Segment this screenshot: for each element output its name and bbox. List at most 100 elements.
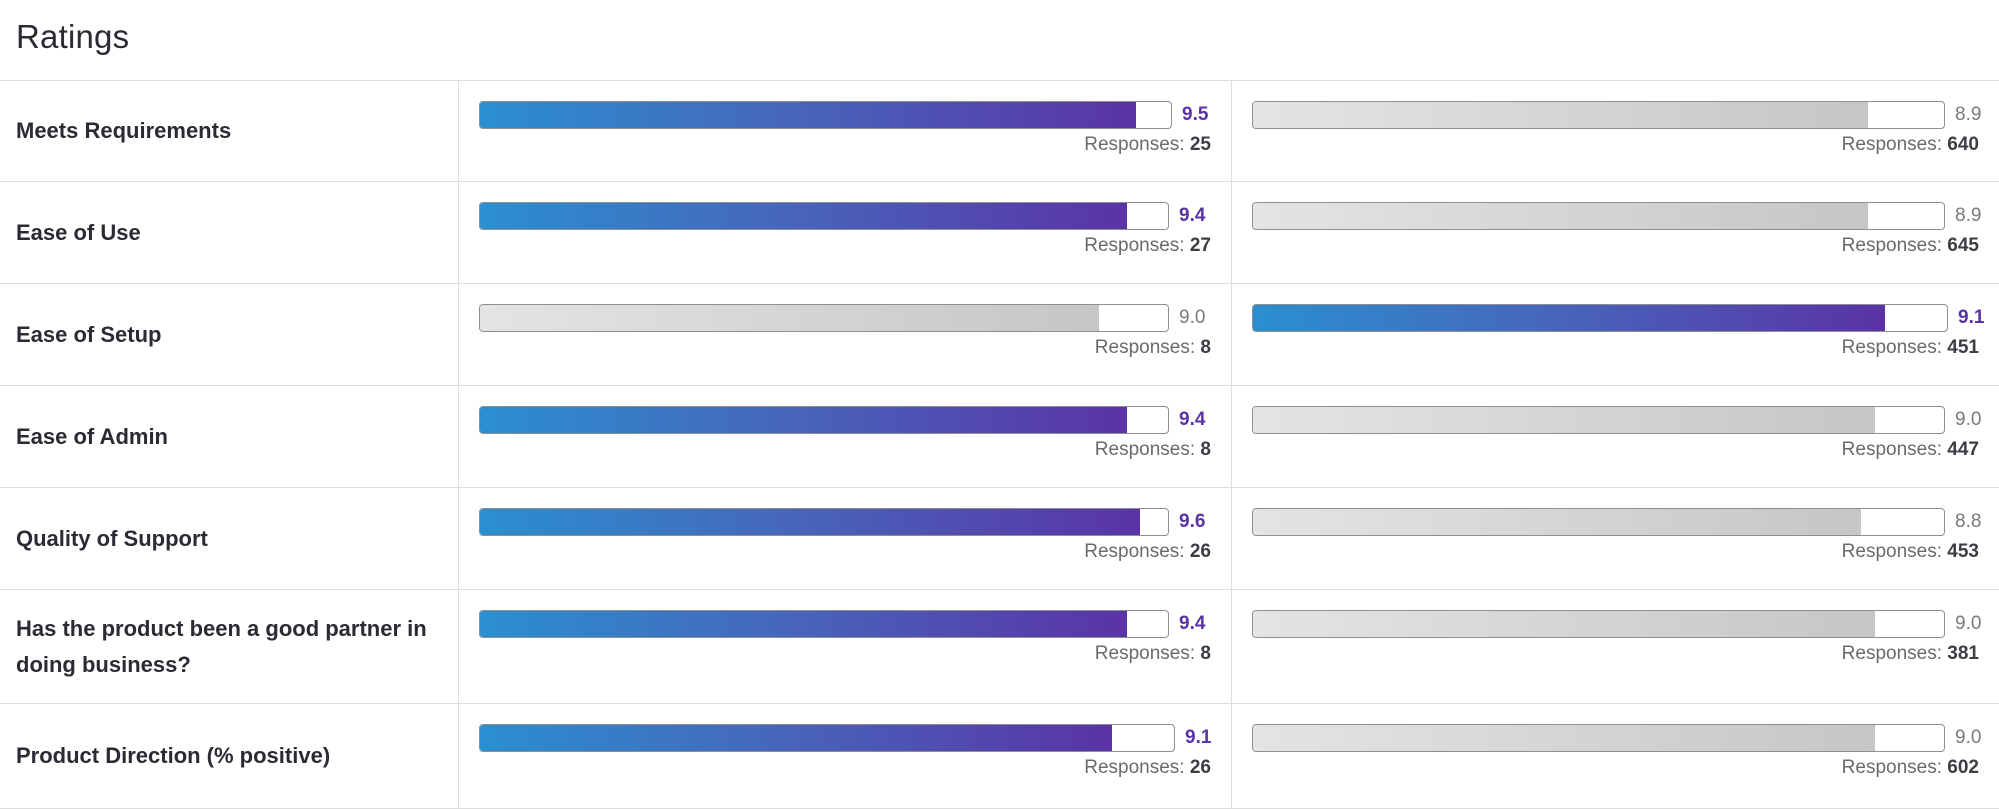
responses-number: 8 (1200, 439, 1211, 460)
responses-count: Responses: 645 (1842, 235, 1979, 257)
rating-bar-fill (480, 611, 1127, 637)
responses-count: Responses: 8 (1095, 643, 1211, 665)
rating-score: 9.0 (1955, 409, 1982, 430)
responses-count: Responses: 451 (1842, 337, 1979, 359)
ratings-row: Meets Requirements 9.5 Responses: 25 8.9 Res… (0, 81, 1999, 182)
rating-score: 9.0 (1179, 307, 1206, 328)
rating-bar-track (1252, 304, 1948, 332)
ratings-row: Ease of Use 9.4 Responses: 27 8.9 Responses:… (0, 182, 1999, 284)
rating-score: 9.0 (1955, 727, 1982, 748)
rating-category-label: Has the product been a good partner in d… (0, 590, 459, 703)
left-rating-cell: 9.4 Responses: 27 (459, 182, 1232, 283)
rating-bar-fill (1253, 725, 1875, 751)
left-rating-cell: 9.6 Responses: 26 (459, 488, 1232, 589)
responses-label: Responses: (1094, 643, 1201, 664)
left-rating-cell: 9.1 Responses: 26 (459, 704, 1232, 808)
left-rating-cell: 9.4 Responses: 8 (459, 590, 1232, 703)
responses-number: 26 (1189, 757, 1211, 778)
rating-bar-fill (480, 509, 1141, 535)
responses-number: 645 (1947, 235, 1979, 256)
rating-bar-fill (1253, 305, 1885, 331)
rating-score: 8.9 (1955, 104, 1982, 125)
rating-bar-track (479, 304, 1169, 332)
rating-bar-track (1252, 202, 1945, 230)
rating-bar-track (479, 202, 1169, 230)
rating-score: 8.9 (1955, 205, 1982, 226)
responses-label: Responses: (1084, 235, 1190, 256)
rating-category-label: Ease of Use (0, 182, 459, 283)
responses-label: Responses: (1094, 337, 1201, 358)
right-rating-cell: 8.8 Responses: 453 (1232, 488, 1999, 589)
responses-number: 8 (1200, 337, 1211, 358)
responses-number: 8 (1200, 643, 1211, 664)
rating-bar-track (1252, 508, 1945, 536)
responses-count: Responses: 26 (1084, 757, 1211, 779)
rating-bar-fill (1253, 611, 1875, 637)
responses-number: 453 (1947, 541, 1979, 562)
right-rating-cell: 9.0 Responses: 381 (1232, 590, 1999, 703)
right-rating-cell: 8.9 Responses: 645 (1232, 182, 1999, 283)
responses-count: Responses: 447 (1842, 439, 1979, 461)
responses-number: 447 (1947, 439, 1979, 460)
rating-category-label: Ease of Setup (0, 284, 459, 385)
responses-count: Responses: 381 (1842, 643, 1979, 665)
responses-label: Responses: (1841, 235, 1948, 256)
rating-bar-track (1252, 610, 1945, 638)
right-rating-cell: 8.9 Responses: 640 (1232, 81, 1999, 181)
rating-score: 9.5 (1182, 104, 1209, 125)
left-rating-cell: 9.5 Responses: 25 (459, 81, 1232, 181)
responses-number: 26 (1189, 541, 1211, 562)
rating-bar-track (479, 610, 1169, 638)
responses-count: Responses: 602 (1842, 757, 1979, 779)
rating-category-label: Product Direction (% positive) (0, 704, 459, 808)
rating-score: 9.0 (1955, 613, 1982, 634)
rating-bar-fill (480, 407, 1127, 433)
rating-category-label: Quality of Support (0, 488, 459, 589)
responses-count: Responses: 8 (1095, 337, 1211, 359)
responses-label: Responses: (1084, 541, 1190, 562)
rating-bar-fill (1253, 102, 1868, 128)
rating-score: 9.6 (1179, 511, 1206, 532)
responses-count: Responses: 26 (1084, 541, 1211, 563)
rating-bar-track (479, 406, 1169, 434)
responses-label: Responses: (1084, 757, 1190, 778)
left-rating-cell: 9.4 Responses: 8 (459, 386, 1232, 487)
responses-label: Responses: (1841, 134, 1948, 155)
right-rating-cell: 9.0 Responses: 447 (1232, 386, 1999, 487)
responses-number: 27 (1189, 235, 1211, 256)
rating-bar-fill (480, 102, 1137, 128)
rating-bar-fill (1253, 509, 1862, 535)
rating-bar-track (1252, 101, 1945, 129)
rating-score: 8.8 (1955, 511, 1982, 532)
rating-score: 9.1 (1185, 727, 1212, 748)
rating-score: 9.4 (1179, 613, 1206, 634)
rating-bar-fill (480, 725, 1112, 751)
rating-bar-track (479, 724, 1175, 752)
rating-score: 9.4 (1179, 205, 1206, 226)
rating-bar-fill (480, 203, 1127, 229)
ratings-title: Ratings (16, 18, 130, 55)
rating-bar-fill (1253, 407, 1875, 433)
responses-label: Responses: (1841, 337, 1948, 358)
responses-label: Responses: (1841, 439, 1948, 460)
ratings-row: Has the product been a good partner in d… (0, 590, 1999, 704)
responses-count: Responses: 27 (1084, 235, 1211, 257)
ratings-row: Ease of Admin 9.4 Responses: 8 9.0 Responses… (0, 386, 1999, 488)
rating-bar-fill (1253, 203, 1868, 229)
ratings-row: Product Direction (% positive) 9.1 Respons… (0, 704, 1999, 809)
ratings-row: Quality of Support 9.6 Responses: 26 8.8 Res… (0, 488, 1999, 590)
rating-category-label: Meets Requirements (0, 81, 459, 181)
responses-label: Responses: (1841, 643, 1948, 664)
responses-number: 602 (1947, 757, 1979, 778)
ratings-table: Meets Requirements 9.5 Responses: 25 8.9 Res… (0, 80, 1999, 809)
left-rating-cell: 9.0 Responses: 8 (459, 284, 1232, 385)
rating-bar-track (1252, 406, 1945, 434)
rating-score: 9.4 (1179, 409, 1206, 430)
responses-count: Responses: 8 (1095, 439, 1211, 461)
responses-label: Responses: (1084, 134, 1190, 155)
responses-number: 640 (1947, 134, 1979, 155)
responses-number: 25 (1189, 134, 1211, 155)
right-rating-cell: 9.0 Responses: 602 (1232, 704, 1999, 808)
responses-count: Responses: 640 (1842, 134, 1979, 156)
